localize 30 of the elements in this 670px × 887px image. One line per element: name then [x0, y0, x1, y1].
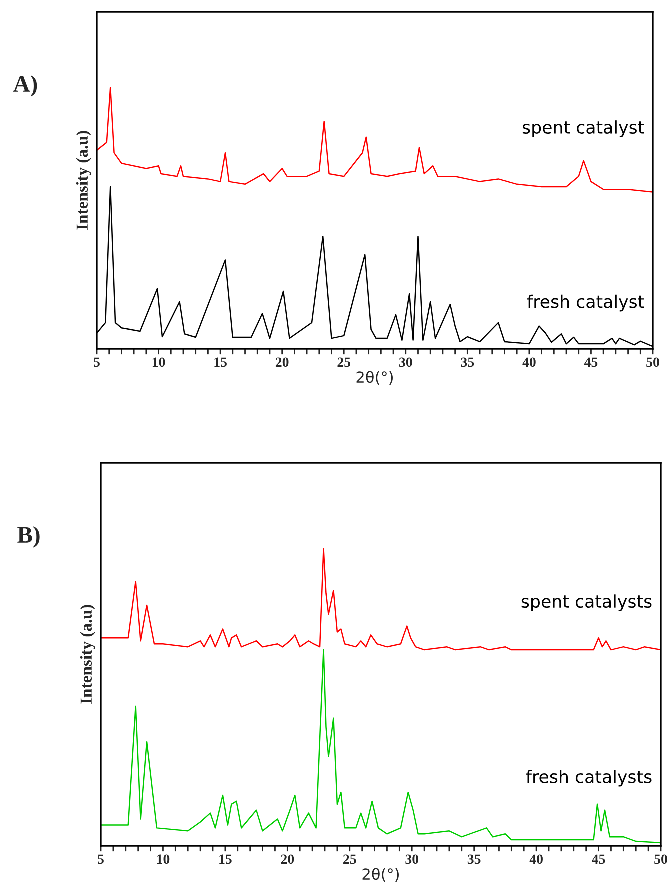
- x-tick-label: 10: [152, 358, 166, 368]
- x-tick-label: 35: [468, 854, 481, 864]
- x-axis-title: 2θ(°): [362, 868, 399, 882]
- x-tick-label: 45: [584, 358, 598, 368]
- y-axis-title: Intensity (a.u): [76, 131, 92, 230]
- x-tick-label: 15: [214, 358, 227, 368]
- x-tick-label: 30: [399, 358, 412, 368]
- x-tick-label: 5: [94, 358, 100, 368]
- x-tick-label: 45: [592, 854, 606, 864]
- x-tick-label: 40: [522, 358, 536, 368]
- series-label: fresh catalyst: [527, 294, 644, 312]
- x-tick-label: 50: [646, 358, 660, 368]
- text: spent catalysts: [522, 594, 652, 612]
- x-tick-label: 25: [338, 358, 351, 368]
- text: B): [18, 526, 40, 548]
- x-tick-label: 40: [530, 854, 543, 864]
- x-tick-label: 20: [276, 358, 289, 368]
- x-tick-label: 10: [157, 854, 170, 864]
- x-tick-label: 30: [406, 854, 419, 864]
- x-axis-title: 2θ(°): [356, 371, 393, 385]
- x-tick-label: 35: [461, 358, 474, 368]
- text: A): [13, 75, 38, 97]
- x-tick-label: 5: [98, 854, 104, 864]
- y-axis-title: Intensity (a.u): [80, 605, 96, 704]
- x-tick-label: 25: [344, 854, 356, 864]
- series-label: spent catalyst: [522, 120, 644, 138]
- x-tick-label: 50: [654, 854, 668, 864]
- x-tick-label: 20: [281, 854, 294, 864]
- x-tick-label: 15: [220, 854, 232, 864]
- series-label: fresh catalysts: [526, 770, 652, 787]
